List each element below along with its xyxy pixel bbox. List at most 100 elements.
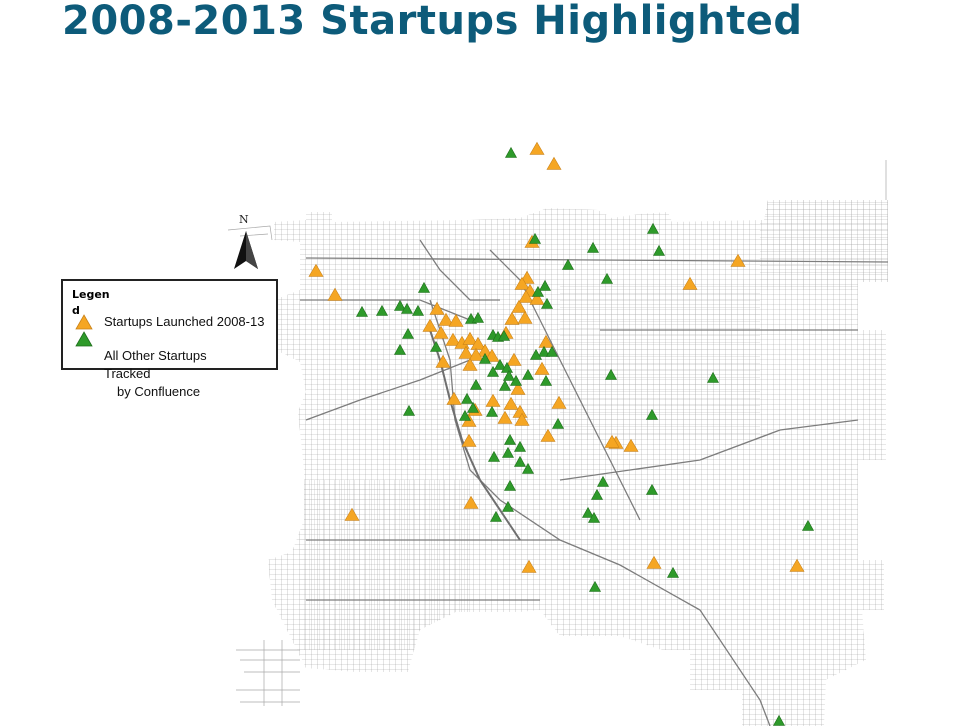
other-startup-marker xyxy=(646,222,660,234)
other-startup-marker xyxy=(393,343,407,355)
other-startup-marker xyxy=(509,374,523,386)
other-startup-marker xyxy=(513,455,527,467)
other-startup-marker xyxy=(401,327,415,339)
other-startup-marker xyxy=(596,475,610,487)
launched-startup-marker xyxy=(510,381,526,395)
launched-startup-marker xyxy=(623,438,639,452)
legend-label-other: All Other Startups Tracked xyxy=(104,348,207,381)
launched-startup-marker xyxy=(682,276,698,290)
other-startup-marker xyxy=(645,483,659,495)
launched-startup-marker xyxy=(546,156,562,170)
other-startup-marker xyxy=(666,566,680,578)
other-startup-marker xyxy=(497,329,511,341)
other-startup-marker xyxy=(501,446,515,458)
other-startup-marker xyxy=(355,305,369,317)
launched-startup-marker xyxy=(327,287,343,301)
other-startup-marker xyxy=(400,302,414,314)
other-startup-marker xyxy=(478,352,492,364)
launched-startup-marker xyxy=(514,276,530,290)
launched-startup-marker xyxy=(503,396,519,410)
legend-title: Legend xyxy=(72,288,110,317)
other-startup-marker xyxy=(402,404,416,416)
launched-startup-marker xyxy=(422,318,438,332)
launched-startup-marker xyxy=(344,507,360,521)
launched-startup-marker xyxy=(468,347,484,361)
other-startup-marker xyxy=(466,401,480,413)
launched-startup-marker xyxy=(470,336,486,350)
launched-startup-marker xyxy=(429,301,445,315)
map-title: 2008-2013 Startups Highlighted xyxy=(62,0,803,44)
other-startup-marker xyxy=(489,510,503,522)
other-startup-marker xyxy=(551,417,565,429)
other-startup-marker xyxy=(539,374,553,386)
other-startup-marker xyxy=(469,378,483,390)
launched-startup-marker xyxy=(511,299,527,313)
north-arrow-icon xyxy=(234,231,258,269)
other-startup-marker xyxy=(529,348,543,360)
launched-startup-marker xyxy=(529,291,545,305)
launched-startup-marker xyxy=(551,395,567,409)
launched-startup-marker xyxy=(789,558,805,572)
other-startup-marker xyxy=(604,368,618,380)
other-startup-marker xyxy=(500,361,514,373)
other-startup-marker xyxy=(521,368,535,380)
other-startup-marker xyxy=(581,506,595,518)
launched-startup-marker xyxy=(518,289,534,303)
other-startup-marker xyxy=(460,392,474,404)
green-triangle-icon xyxy=(75,331,93,347)
launched-startup-marker xyxy=(458,345,474,359)
other-startup-marker xyxy=(537,345,551,357)
other-startup-marker xyxy=(502,369,516,381)
other-startup-marker xyxy=(540,297,554,309)
street-network xyxy=(268,200,888,726)
other-startup-marker xyxy=(411,304,425,316)
launched-startup-marker xyxy=(484,348,500,362)
other-startup-marker xyxy=(590,488,604,500)
other-startup-marker xyxy=(498,379,512,391)
major-roads xyxy=(300,239,889,726)
launched-startup-marker xyxy=(534,361,550,375)
launched-startup-marker xyxy=(308,263,324,277)
launched-startup-marker xyxy=(506,352,522,366)
other-startup-marker xyxy=(429,340,443,352)
launched-startup-marker xyxy=(730,253,746,267)
legend-label-other-line2: by Confluence xyxy=(117,384,201,399)
other-startup-marker xyxy=(538,279,552,291)
launched-startup-marker xyxy=(497,410,513,424)
other-startup-marker xyxy=(417,281,431,293)
other-startup-marker xyxy=(545,345,559,357)
launched-startup-marker xyxy=(433,325,449,339)
launched-startup-marker xyxy=(517,310,533,324)
launched-startup-marker xyxy=(514,412,530,426)
other-startup-marker xyxy=(503,433,517,445)
other-startup-marker xyxy=(652,244,666,256)
other-startup-marker xyxy=(801,519,815,531)
other-startup-marker xyxy=(393,299,407,311)
other-startup-marker xyxy=(493,358,507,370)
other-startup-marker xyxy=(486,365,500,377)
orange-triangle-icon xyxy=(75,314,93,330)
legend-label-launched: Startups Launched 2008-13 xyxy=(104,314,265,329)
launched-startup-marker xyxy=(448,313,464,327)
other-startup-marker xyxy=(587,511,601,523)
launched-startup-marker xyxy=(485,393,501,407)
launched-startup-marker xyxy=(462,357,478,371)
other-startup-marker xyxy=(487,450,501,462)
launched-startup-marker xyxy=(463,495,479,509)
other-startup-marker xyxy=(521,462,535,474)
launched-startup-marker xyxy=(438,312,454,326)
launched-startup-marker xyxy=(461,433,477,447)
launched-startup-marker xyxy=(504,311,520,325)
launched-startup-markers xyxy=(308,141,805,573)
other-startup-marker xyxy=(504,146,518,158)
other-startup-marker xyxy=(600,272,614,284)
launched-startup-marker xyxy=(529,141,545,155)
launched-startup-marker xyxy=(462,331,478,345)
other-startup-marker xyxy=(531,285,545,297)
other-startup-marker xyxy=(528,232,542,244)
outlying-streets xyxy=(227,160,887,706)
other-startup-marker xyxy=(501,500,515,512)
other-startup-marker xyxy=(588,580,602,592)
north-label: N xyxy=(239,213,249,226)
launched-startup-marker xyxy=(435,354,451,368)
